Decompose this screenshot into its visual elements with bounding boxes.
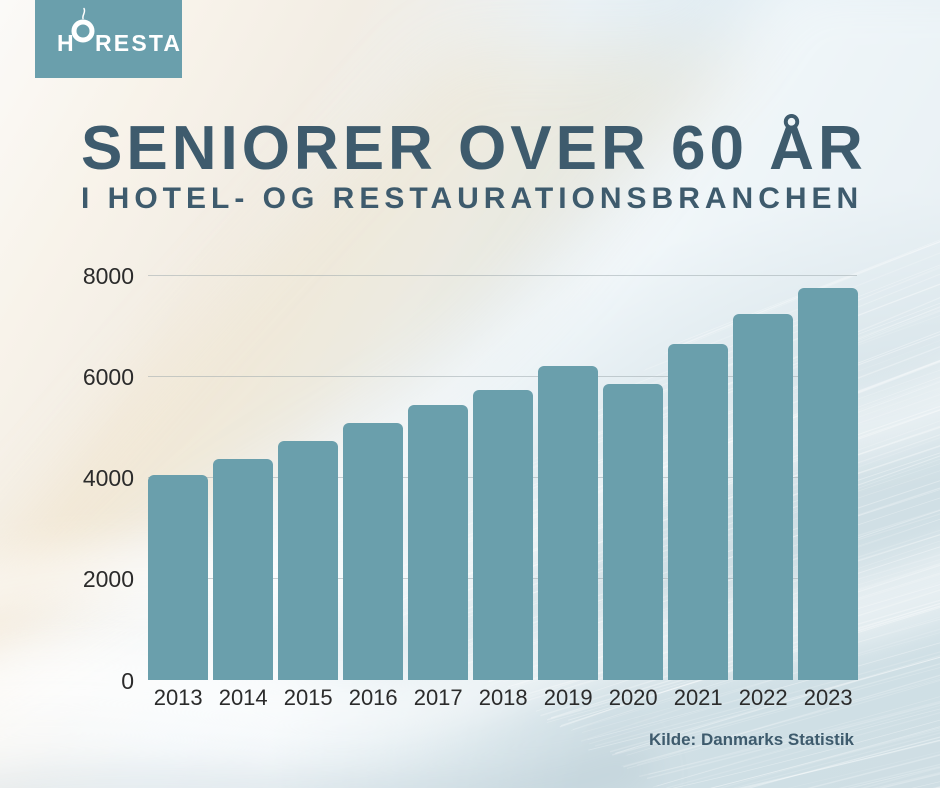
svg-text:H: H	[57, 30, 74, 56]
svg-text:RESTA: RESTA	[95, 30, 182, 56]
